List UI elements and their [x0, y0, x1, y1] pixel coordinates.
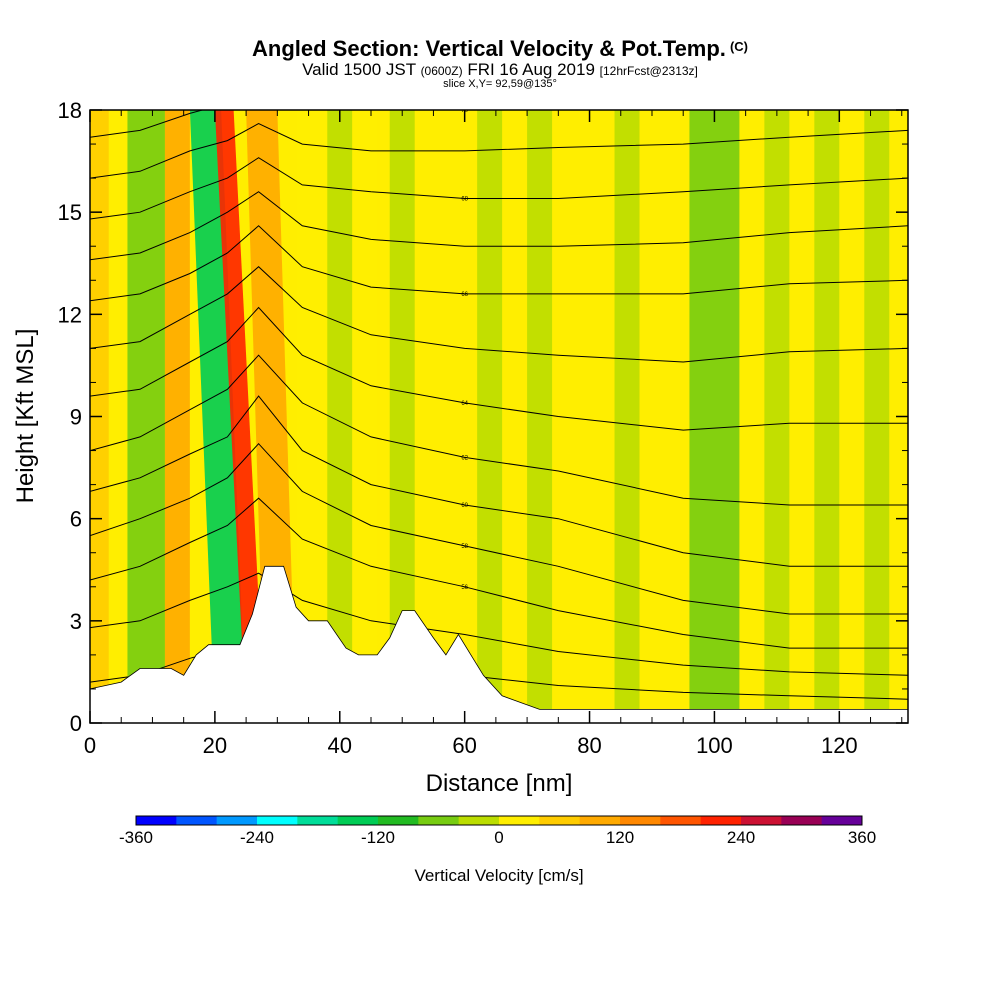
y-tick-label-9: 9 [70, 405, 82, 430]
isentrope-6 [90, 306, 908, 431]
velocity-band-9 [352, 110, 378, 723]
colorbar-tick-label-4: 120 [606, 828, 634, 847]
colorbar-swatch-16 [781, 816, 823, 825]
colorbar-swatch-4 [297, 816, 339, 825]
velocity-band-5 [214, 110, 265, 723]
colorbar-swatch-9 [499, 816, 540, 825]
isentrope-label-5: 62 [461, 455, 468, 461]
velocity-band-10 [389, 110, 415, 723]
velocity-band-13 [614, 110, 640, 723]
colorbar-swatch-14 [700, 816, 742, 825]
colorbar-tick-label-6: 360 [848, 828, 876, 847]
y-tick-label-18: 18 [58, 98, 82, 123]
x-tick-label-0: 0 [84, 733, 96, 758]
y-axis-label: Height [Kft MSL] [12, 329, 39, 504]
velocity-band-17 [864, 110, 890, 723]
velocity-band-12 [527, 110, 553, 723]
velocity-band-11 [477, 110, 503, 723]
isentrope-5 [90, 354, 908, 506]
isentrope-label-4: 60 [461, 503, 468, 509]
x-tick-label-120: 120 [821, 733, 858, 758]
colorbar-label: Vertical Velocity [cm/s] [414, 866, 583, 885]
velocity-band-14 [689, 110, 740, 723]
isentrope-12 [90, 110, 479, 138]
velocity-band-4 [189, 110, 247, 723]
colorbar-swatch-3 [257, 816, 298, 825]
valid-utc: (0600Z) [420, 64, 463, 78]
colorbar-tick-label-2: -120 [361, 828, 395, 847]
chart-subtitle: Valid 1500 JST (0600Z) FRI 16 Aug 2019 [… [0, 60, 1000, 80]
y-tick-label-3: 3 [70, 609, 82, 634]
y-tick-label-12: 12 [58, 302, 82, 327]
x-tick-label-20: 20 [203, 733, 227, 758]
isentrope-label-2: 56 [461, 585, 468, 591]
colorbar-swatch-0 [136, 816, 177, 825]
colorbar-swatch-7 [418, 816, 460, 825]
velocity-band-1 [127, 110, 165, 723]
velocity-field [90, 110, 908, 723]
y-tick-label-6: 6 [70, 507, 82, 532]
colorbar-tick-label-0: -360 [119, 828, 153, 847]
valid-time: Valid 1500 JST [302, 60, 416, 79]
axes: 0 20 40 60 80 100 120 0 3 6 9 12 15 18 [58, 98, 908, 758]
x-tick-label-40: 40 [328, 733, 352, 758]
y-tick-label-0: 0 [70, 711, 82, 736]
colorbar-swatch-5 [337, 816, 379, 825]
slice-info: slice X,Y= 92,59@135° [443, 78, 557, 90]
colorbar-swatch-8 [458, 816, 500, 825]
colorbar-swatch-10 [539, 816, 581, 825]
isentrope-3 [90, 442, 908, 615]
velocity-band-7 [296, 110, 328, 723]
isentrope-1 [90, 572, 908, 676]
isentrope-label-8: 66 [461, 292, 468, 298]
colorbar-swatch-11 [579, 816, 621, 825]
copyright-mark: (C) [729, 39, 748, 54]
terrain-shape [90, 565, 908, 723]
colorbar-tick-label-5: 240 [727, 828, 755, 847]
colorbar-swatch-2 [216, 816, 258, 825]
isentrope-label-3: 58 [461, 544, 468, 550]
isentrope-label-10: 68 [461, 197, 468, 203]
isentrope-label-6: 64 [461, 401, 468, 407]
isentrope-8 [90, 225, 908, 302]
chart-title: Angled Section: Vertical Velocity & Pot.… [0, 36, 1000, 62]
terrain [90, 565, 908, 723]
isentrope-11 [90, 123, 908, 179]
colorbar: -360 -240 -120 0 120 240 360 [119, 815, 876, 847]
x-tick-label-80: 80 [577, 733, 601, 758]
colorbar-swatch-6 [378, 816, 419, 825]
y-tick-label-15: 15 [58, 200, 82, 225]
valid-date: FRI 16 Aug 2019 [467, 60, 595, 79]
x-tick-label-100: 100 [696, 733, 733, 758]
colorbar-swatch-15 [741, 816, 782, 825]
isentrope-2 [90, 497, 908, 649]
velocity-band-8 [327, 110, 353, 723]
x-tick-label-60: 60 [452, 733, 476, 758]
colorbar-tick-label-3: 0 [494, 828, 503, 847]
velocity-band-16 [814, 110, 840, 723]
colorbar-swatch-1 [176, 816, 218, 825]
isentrope-10 [90, 157, 908, 220]
velocity-band-15 [764, 110, 790, 723]
colorbar-swatch-12 [620, 816, 661, 825]
isentrope-7 [90, 266, 908, 363]
colorbar-frame [135, 815, 863, 826]
forecast-info: [12hrFcst@2313z] [599, 64, 698, 78]
x-axis-label: Distance [nm] [426, 770, 573, 797]
isentrope-9 [90, 191, 908, 261]
colorbar-swatch-17 [821, 816, 863, 825]
isentrope-4 [90, 395, 908, 567]
colorbar-swatch-13 [660, 816, 702, 825]
colorbar-tick-label-1: -240 [240, 828, 274, 847]
chart-title-text: Angled Section: Vertical Velocity & Pot.… [252, 36, 726, 61]
